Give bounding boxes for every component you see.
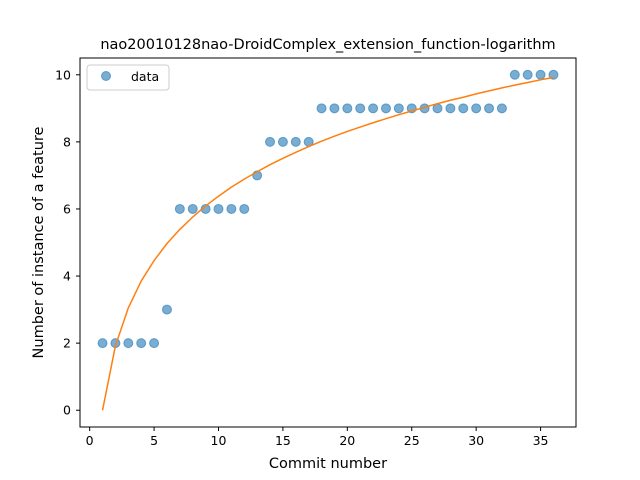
y-tick-label: 6 <box>63 201 71 216</box>
y-tick-label: 10 <box>55 67 71 82</box>
y-tick-label: 8 <box>63 134 71 149</box>
data-point <box>484 103 495 114</box>
x-axis-label: Commit number <box>269 456 387 472</box>
fit-line <box>101 76 554 411</box>
data-point <box>393 103 404 114</box>
x-tick-label: 0 <box>86 433 94 448</box>
legend-label-data: data <box>131 69 159 84</box>
legend: data <box>86 64 170 91</box>
data-point <box>226 203 237 214</box>
x-tick-label: 20 <box>339 433 355 448</box>
data-point <box>380 103 391 114</box>
data-point <box>522 69 533 80</box>
x-tick-label: 30 <box>468 433 484 448</box>
y-tick-label: 2 <box>63 336 71 351</box>
data-point <box>329 103 340 114</box>
y-tick-label: 0 <box>63 403 71 418</box>
data-point <box>290 136 301 147</box>
x-tick-label: 10 <box>211 433 227 448</box>
data-point <box>149 338 160 349</box>
data-point <box>161 304 172 315</box>
y-tick-label: 4 <box>63 269 71 284</box>
data-point <box>548 69 559 80</box>
data-point <box>355 103 366 114</box>
data-point <box>123 338 134 349</box>
data-point <box>174 203 185 214</box>
data-point <box>509 69 520 80</box>
axis-ticks: 0 5 10 15 20 25 30 35 0 2 4 6 8 10 <box>55 67 548 448</box>
data-point <box>187 203 198 214</box>
legend-marker-data <box>101 71 111 81</box>
data-point <box>239 203 250 214</box>
plot-area <box>97 69 559 411</box>
data-point <box>458 103 469 114</box>
x-tick-label: 5 <box>150 433 158 448</box>
data-point <box>496 103 507 114</box>
data-point <box>535 69 546 80</box>
data-point <box>316 103 327 114</box>
data-point <box>136 338 147 349</box>
data-point <box>368 103 379 114</box>
data-point <box>445 103 456 114</box>
data-point <box>342 103 353 114</box>
data-point <box>265 136 276 147</box>
data-point <box>277 136 288 147</box>
data-point <box>97 338 108 349</box>
x-tick-label: 25 <box>404 433 420 448</box>
x-tick-label: 35 <box>533 433 549 448</box>
y-axis-label: Number of instance of a feature <box>31 126 47 358</box>
x-tick-label: 15 <box>275 433 291 448</box>
chart-title: nao20010128nao-DroidComplex_extension_fu… <box>100 37 555 53</box>
axes-frame <box>79 57 577 428</box>
data-point <box>213 203 224 214</box>
data-point <box>471 103 482 114</box>
